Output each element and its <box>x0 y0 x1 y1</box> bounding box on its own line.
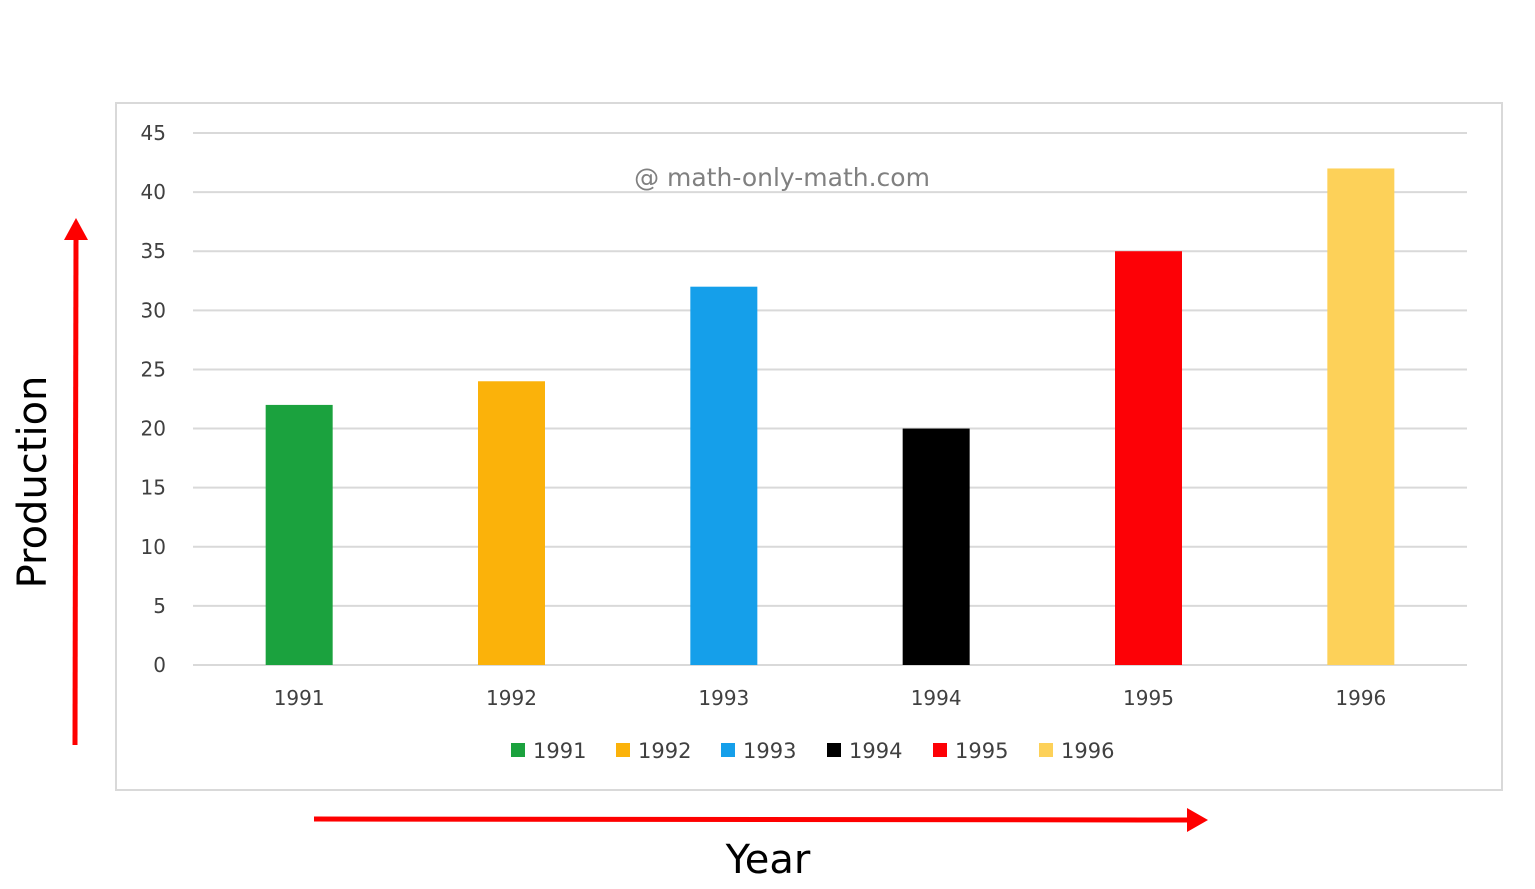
legend-label-5: 1996 <box>1061 739 1114 763</box>
x-tick-label-2: 1993 <box>698 686 749 710</box>
bar-1992 <box>478 381 545 665</box>
x-tick-labels: 1991 1992 1993 1994 1995 1996 <box>274 686 1387 710</box>
x-tick-label-5: 1996 <box>1335 686 1386 710</box>
y-tick-label-6: 30 <box>141 298 166 322</box>
x-tick-label-1: 1992 <box>486 686 537 710</box>
y-axis-title: Production <box>10 376 56 589</box>
legend-swatch-5 <box>1039 743 1053 757</box>
y-tick-label-5: 25 <box>141 357 166 381</box>
gridlines <box>193 132 1467 666</box>
x-axis-title: Year <box>725 837 811 883</box>
legend-swatch-0 <box>511 743 525 757</box>
x-tick-label-3: 1994 <box>911 686 962 710</box>
legend-swatch-3 <box>827 743 841 757</box>
bar-1993 <box>690 286 758 665</box>
legend-swatch-4 <box>933 743 947 757</box>
legend: 1991 1992 1993 1994 1995 1996 <box>511 739 1114 763</box>
x-tick-label-0: 1991 <box>274 686 325 710</box>
chart-frame <box>115 102 1503 791</box>
legend-label-3: 1994 <box>849 739 902 763</box>
y-tick-label-4: 20 <box>141 417 166 441</box>
legend-label-1: 1992 <box>638 739 691 763</box>
legend-label-4: 1995 <box>955 739 1008 763</box>
y-tick-label-8: 40 <box>141 180 166 204</box>
bar-1995 <box>1115 251 1182 665</box>
bar-1991 <box>265 404 333 665</box>
bar-1994 <box>902 428 970 665</box>
legend-label-0: 1991 <box>533 739 586 763</box>
y-tick-label-3: 15 <box>141 476 166 500</box>
y-tick-label-7: 35 <box>141 239 166 263</box>
bars <box>265 168 1395 665</box>
y-tick-label-2: 10 <box>141 535 166 559</box>
legend-swatch-1 <box>616 743 630 757</box>
legend-swatch-2 <box>721 743 735 757</box>
bar-1996 <box>1327 168 1395 665</box>
x-axis-arrow <box>313 808 1208 832</box>
y-tick-label-1: 5 <box>153 594 166 618</box>
legend-label-2: 1993 <box>743 739 796 763</box>
y-tick-label-0: 0 <box>153 653 166 677</box>
y-axis-arrow <box>64 218 88 746</box>
y-tick-label-9: 45 <box>141 121 166 145</box>
watermark-text: @ math-only-math.com <box>634 163 930 192</box>
x-tick-label-4: 1995 <box>1123 686 1174 710</box>
y-tick-labels: 0 5 10 15 20 25 30 35 40 45 <box>141 121 166 677</box>
